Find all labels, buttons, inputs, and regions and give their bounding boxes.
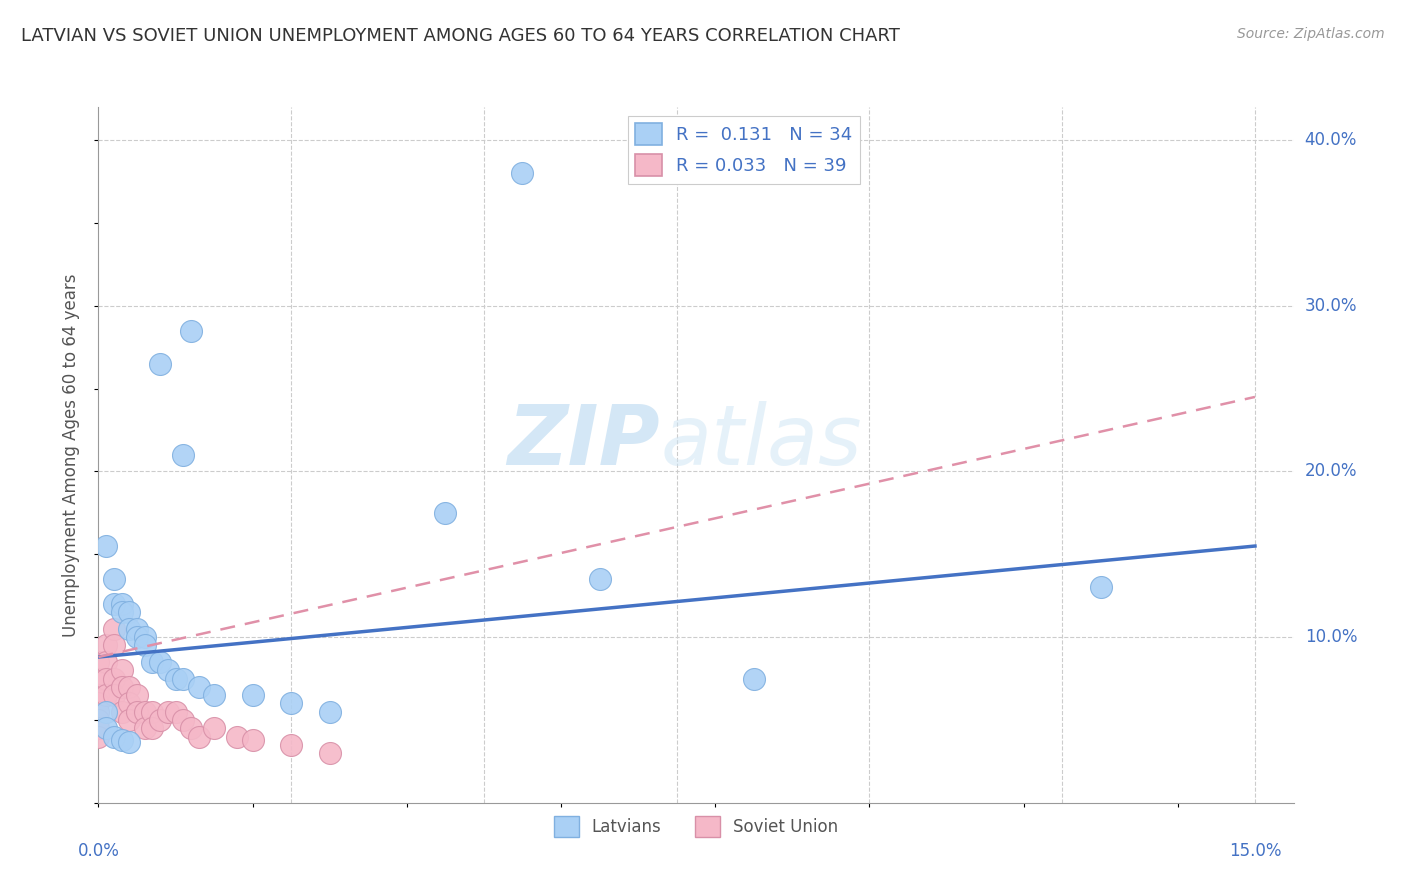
Soviet Union (180, 721, 202, 735)
Soviet Union (125, 705, 148, 719)
Latvians (149, 655, 172, 669)
Latvians (149, 357, 172, 371)
Latvians (280, 697, 302, 711)
Soviet Union (87, 672, 110, 686)
Latvians (118, 605, 141, 619)
Soviet Union (187, 730, 209, 744)
Latvians (110, 732, 132, 747)
Soviet Union (110, 663, 132, 677)
Latvians (165, 672, 187, 686)
Text: 10.0%: 10.0% (1305, 628, 1357, 646)
Latvians (103, 572, 125, 586)
Soviet Union (202, 721, 225, 735)
Legend: Latvians, Soviet Union: Latvians, Soviet Union (547, 810, 845, 843)
Text: 20.0%: 20.0% (1305, 462, 1357, 481)
Latvians (110, 597, 132, 611)
Soviet Union (87, 688, 110, 702)
Soviet Union (172, 713, 194, 727)
Latvians (94, 721, 117, 735)
Soviet Union (94, 639, 117, 653)
Latvians (434, 506, 457, 520)
Soviet Union (110, 705, 132, 719)
Latvians (156, 663, 179, 677)
Text: 0.0%: 0.0% (77, 842, 120, 860)
Soviet Union (103, 622, 125, 636)
Soviet Union (103, 688, 125, 702)
Latvians (1090, 581, 1112, 595)
Latvians (742, 672, 765, 686)
Latvians (103, 597, 125, 611)
Soviet Union (87, 713, 110, 727)
Soviet Union (156, 705, 179, 719)
Soviet Union (94, 655, 117, 669)
Latvians (125, 630, 148, 644)
Soviet Union (87, 730, 110, 744)
Soviet Union (134, 705, 156, 719)
Soviet Union (165, 705, 187, 719)
Text: 30.0%: 30.0% (1305, 297, 1357, 315)
Text: ZIP: ZIP (508, 401, 661, 482)
Y-axis label: Unemployment Among Ages 60 to 64 years: Unemployment Among Ages 60 to 64 years (62, 273, 80, 637)
Soviet Union (87, 697, 110, 711)
Soviet Union (280, 738, 302, 752)
Latvians (134, 630, 156, 644)
Latvians (172, 672, 194, 686)
Latvians (588, 572, 610, 586)
Soviet Union (242, 732, 264, 747)
Latvians (103, 730, 125, 744)
Text: atlas: atlas (661, 401, 862, 482)
Soviet Union (94, 672, 117, 686)
Latvians (125, 622, 148, 636)
Soviet Union (149, 713, 172, 727)
Soviet Union (141, 705, 163, 719)
Soviet Union (87, 721, 110, 735)
Soviet Union (103, 639, 125, 653)
Latvians (118, 622, 141, 636)
Latvians (94, 539, 117, 553)
Soviet Union (141, 721, 163, 735)
Latvians (319, 705, 342, 719)
Soviet Union (134, 721, 156, 735)
Text: 15.0%: 15.0% (1229, 842, 1281, 860)
Latvians (118, 734, 141, 748)
Latvians (141, 655, 163, 669)
Text: Source: ZipAtlas.com: Source: ZipAtlas.com (1237, 27, 1385, 41)
Soviet Union (319, 746, 342, 760)
Latvians (187, 680, 209, 694)
Latvians (242, 688, 264, 702)
Soviet Union (103, 672, 125, 686)
Soviet Union (87, 705, 110, 719)
Soviet Union (94, 688, 117, 702)
Latvians (134, 639, 156, 653)
Soviet Union (110, 680, 132, 694)
Latvians (172, 448, 194, 462)
Latvians (94, 705, 117, 719)
Soviet Union (125, 688, 148, 702)
Text: LATVIAN VS SOVIET UNION UNEMPLOYMENT AMONG AGES 60 TO 64 YEARS CORRELATION CHART: LATVIAN VS SOVIET UNION UNEMPLOYMENT AMO… (21, 27, 900, 45)
Text: 40.0%: 40.0% (1305, 131, 1357, 149)
Latvians (180, 324, 202, 338)
Latvians (202, 688, 225, 702)
Soviet Union (118, 697, 141, 711)
Soviet Union (226, 730, 249, 744)
Latvians (512, 166, 534, 180)
Soviet Union (87, 655, 110, 669)
Latvians (110, 605, 132, 619)
Soviet Union (118, 680, 141, 694)
Soviet Union (118, 713, 141, 727)
